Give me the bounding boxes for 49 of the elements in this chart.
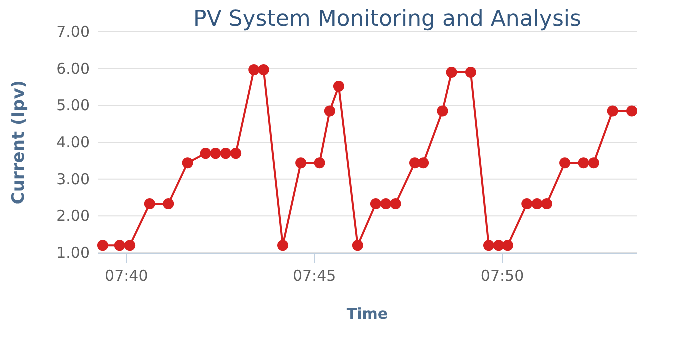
point bbox=[446, 67, 458, 78]
point bbox=[465, 67, 476, 78]
point bbox=[522, 198, 533, 210]
point bbox=[380, 198, 392, 210]
point bbox=[607, 106, 618, 117]
point bbox=[324, 106, 336, 117]
point bbox=[200, 148, 212, 160]
chart-title: PV System Monitoring and Analysis bbox=[193, 7, 582, 32]
y-tick-label: 1.00 bbox=[56, 244, 90, 262]
point bbox=[560, 158, 571, 169]
y-tick-label: 6.00 bbox=[56, 60, 90, 78]
point bbox=[278, 240, 289, 252]
y-tick-label: 5.00 bbox=[56, 96, 90, 115]
point bbox=[258, 64, 270, 76]
point bbox=[296, 158, 307, 169]
x-axis-title: Time bbox=[346, 305, 388, 323]
point bbox=[578, 158, 590, 169]
point bbox=[210, 148, 222, 160]
point bbox=[352, 240, 364, 252]
point bbox=[124, 240, 136, 252]
point bbox=[230, 148, 242, 160]
y-axis-title: Current (Ipv) bbox=[9, 80, 29, 205]
y-tick-label: 2.00 bbox=[56, 207, 90, 226]
y-tick-label: 4.00 bbox=[56, 134, 90, 152]
point bbox=[163, 198, 174, 210]
point bbox=[314, 158, 326, 169]
y-tick-label: 3.00 bbox=[56, 170, 90, 188]
point bbox=[390, 198, 402, 210]
point bbox=[370, 198, 382, 210]
point bbox=[493, 240, 504, 252]
point bbox=[220, 148, 232, 160]
x-tick-label: 07:40 bbox=[105, 267, 148, 285]
point bbox=[248, 64, 260, 76]
point bbox=[144, 198, 156, 210]
point bbox=[502, 240, 514, 252]
point bbox=[418, 158, 430, 169]
point bbox=[97, 240, 108, 252]
point bbox=[626, 106, 638, 117]
point bbox=[483, 240, 494, 252]
point bbox=[541, 198, 552, 210]
x-tick-label: 07:50 bbox=[480, 267, 524, 285]
point bbox=[532, 198, 543, 210]
point bbox=[114, 240, 126, 252]
x-tick-label: 07:45 bbox=[292, 267, 336, 285]
y-tick-label: 7.00 bbox=[56, 23, 90, 41]
point bbox=[333, 81, 344, 92]
point bbox=[588, 158, 600, 169]
point bbox=[182, 158, 194, 169]
point bbox=[437, 106, 448, 117]
